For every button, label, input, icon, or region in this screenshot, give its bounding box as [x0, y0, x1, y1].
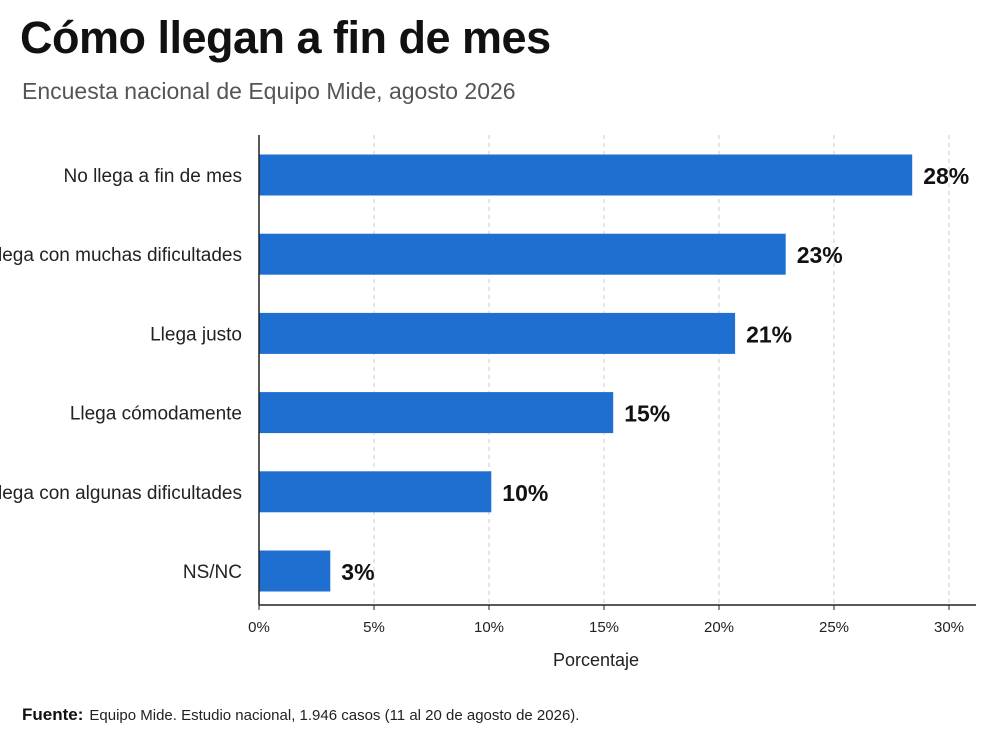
data-label: 28%: [923, 163, 969, 189]
bars: [259, 154, 913, 592]
x-tick-label: 0%: [248, 619, 270, 636]
gridlines: [373, 135, 950, 605]
source-footer: Fuente: Equipo Mide. Estudio nacional, 1.…: [22, 704, 579, 727]
category-label: NS/NC: [183, 562, 242, 583]
category-label: Llega con muchas dificultades: [0, 245, 242, 266]
x-tick-label: 10%: [474, 619, 504, 636]
category-label: No llega a fin de mes: [64, 166, 243, 187]
bar: [259, 550, 331, 592]
source-text: Equipo Mide. Estudio nacional, 1.946 cas…: [89, 707, 580, 724]
category-label: Llega con algunas dificultades: [0, 483, 242, 504]
category-label: Llega cómodamente: [70, 404, 242, 425]
chart-title: Cómo llegan a fin de mes: [20, 12, 551, 63]
bar: [259, 312, 736, 354]
bar: [259, 154, 913, 196]
chart-subtitle: Encuesta nacional de Equipo Mide, agosto…: [22, 78, 516, 104]
data-label: 23%: [797, 242, 843, 268]
bar-chart: No llega a fin de mes 28% Llega con muchas…: [0, 135, 976, 670]
data-label: 3%: [341, 559, 374, 585]
data-label: 21%: [746, 321, 792, 347]
x-tick-label: 20%: [704, 619, 734, 636]
source-label: Fuente:: [22, 705, 84, 724]
x-tick-label: 5%: [363, 619, 385, 636]
labels: No llega a fin de mes 28% Llega con muchas…: [0, 163, 969, 636]
data-label: 10%: [502, 480, 548, 506]
axes: [258, 135, 976, 610]
category-label: Llega justo: [150, 324, 242, 345]
x-tick-label: 25%: [819, 619, 849, 636]
x-tick-label: 30%: [934, 619, 964, 636]
bar: [259, 471, 492, 513]
x-tick-label: 15%: [589, 619, 619, 636]
bar: [259, 392, 614, 434]
data-label: 15%: [624, 401, 670, 427]
bar: [259, 233, 786, 275]
x-axis-title: Porcentaje: [553, 650, 639, 670]
